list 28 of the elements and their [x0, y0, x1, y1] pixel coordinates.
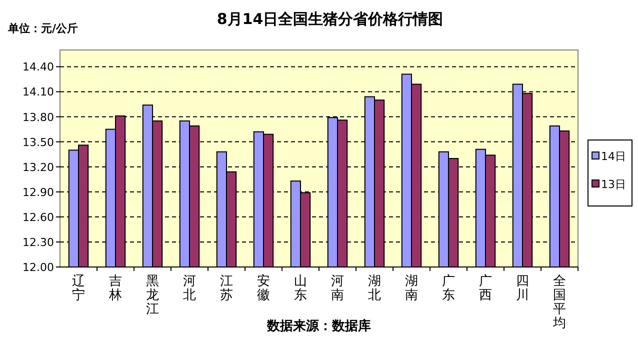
y-tick-label: 13.50: [22, 136, 54, 149]
x-tick-label: 广东: [442, 274, 455, 303]
x-tick-label: 河南: [331, 274, 344, 303]
x-tick-label: 山东: [294, 274, 307, 303]
x-tick-label: 安徽: [257, 273, 270, 303]
y-tick-label: 12.60: [22, 210, 54, 224]
y-axis-title: 单位：元/公斤: [7, 22, 78, 35]
source-note: 数据来源：数据库: [266, 318, 371, 334]
x-tick-label: 辽宁: [72, 274, 85, 303]
x-tick-label: 广西: [479, 274, 492, 303]
legend-label: 13日: [601, 178, 626, 191]
x-tick-label: 黑龙江: [146, 274, 159, 317]
x-tick-label: 湖北: [368, 274, 381, 303]
legend-label: 14日: [601, 150, 626, 163]
x-tick-label: 江苏: [220, 274, 233, 303]
x-tick-label: 吉林: [108, 274, 122, 303]
y-tick-label: 12.30: [22, 236, 54, 249]
x-tick-label: 河北: [183, 274, 196, 303]
x-tick-label: 湖南: [405, 274, 418, 303]
y-tick-label: 13.20: [22, 160, 54, 174]
x-tick-label: 全国平均: [552, 274, 566, 331]
y-tick-label: 14.40: [22, 60, 54, 74]
chart-title: 8月14日全国生猪分省价格行情图: [216, 10, 444, 28]
x-tick-label: 四川: [516, 274, 529, 303]
y-tick-label: 14.10: [22, 86, 54, 99]
y-tick-label: 12.00: [22, 261, 54, 274]
y-tick-label: 12.90: [22, 186, 54, 199]
y-tick-label: 13.80: [22, 110, 54, 124]
